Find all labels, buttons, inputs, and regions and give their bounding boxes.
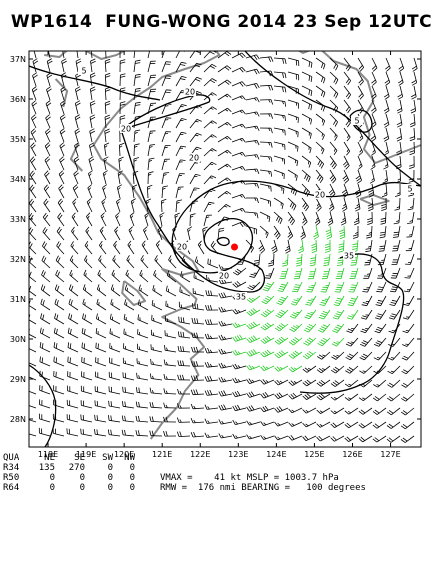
- r64-se: 0: [63, 484, 85, 494]
- contour-label: 20: [315, 191, 325, 200]
- r64-ne: 0: [33, 484, 55, 494]
- lat-label: 35N: [10, 135, 26, 144]
- lat-label: 36N: [10, 95, 26, 104]
- lat-label: 28N: [10, 415, 26, 424]
- rmw-bearing-readout: RMW = 176 nmi BEARING = 100 degrees: [160, 484, 366, 494]
- contour-label: 20: [189, 154, 199, 163]
- lat-label: 29N: [10, 375, 26, 384]
- storm-center-layer: [231, 244, 238, 251]
- lat-label: 31N: [10, 295, 26, 304]
- contour-label: 35: [344, 252, 354, 261]
- contour-label: 20: [121, 125, 131, 134]
- lat-label: 33N: [10, 215, 26, 224]
- lat-label: 30N: [10, 335, 26, 344]
- contour-label: 5: [81, 67, 86, 76]
- stats-row-r64: R64 0 0 0 0 RMW = 176 nmi BEARING = 100 …: [3, 484, 25, 494]
- storm-center-marker: [231, 244, 238, 251]
- lat-label: 37N: [10, 55, 26, 64]
- r64-sw: 0: [91, 484, 113, 494]
- contour-label: 20: [219, 272, 229, 281]
- lat-label: 32N: [10, 255, 26, 264]
- contour-label: 5: [354, 117, 359, 126]
- storm-stats-panel: QUA NE SE SW NW R34 135 270 0 0 R50 0 0 …: [3, 454, 443, 500]
- lat-label: 34N: [10, 175, 26, 184]
- contour-label: 5: [407, 185, 412, 194]
- map-title: WP1614 FUNG-WONG 2014 23 Sep 12UTC: [0, 12, 443, 32]
- r64-nw: 0: [113, 484, 135, 494]
- r64-label: R64: [3, 484, 25, 494]
- contour-label: 20: [185, 88, 195, 97]
- contour-label: 35: [236, 293, 246, 302]
- contour-label: 20: [177, 243, 187, 252]
